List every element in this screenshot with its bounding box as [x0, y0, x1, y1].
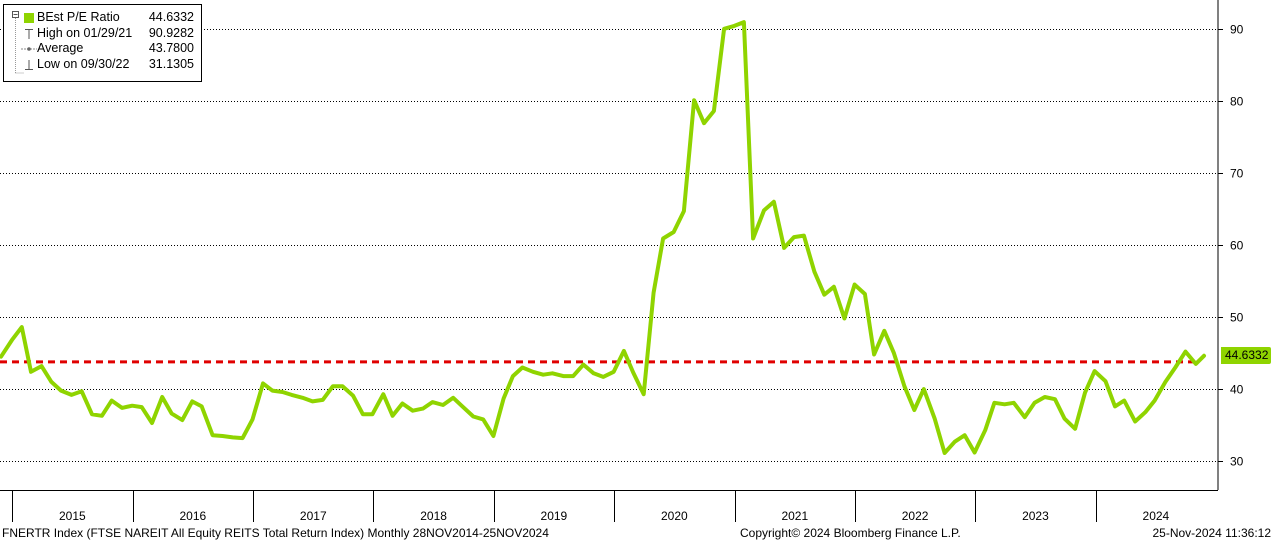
- legend-series-row: BEst P/E Ratio 44.6332: [4, 10, 201, 26]
- footer-source: FNERTR Index (FTSE NAREIT All Equity REI…: [2, 526, 549, 540]
- x-tick-label-2017: 2017: [300, 509, 327, 523]
- x-tick-label-2015: 2015: [59, 509, 86, 523]
- legend-series-label: BEst P/E Ratio: [37, 10, 120, 24]
- x-tick-label-2023: 2023: [1022, 509, 1049, 523]
- y-axis: 30 40 50 60 70 80 90: [1217, 0, 1244, 490]
- x-tick-label-2019: 2019: [541, 509, 568, 523]
- gridlines: [0, 29, 1218, 462]
- y-tick-label-40: 40: [1230, 383, 1244, 397]
- y-tick-label-60: 60: [1230, 239, 1244, 253]
- x-tick-label-2020: 2020: [661, 509, 688, 523]
- x-axis: 2015 2016 2017 2018 2019 2020 2021 2022 2023 2024: [0, 490, 1218, 523]
- y-tick-label-80: 80: [1230, 95, 1244, 109]
- legend-tree-icon: [12, 11, 24, 74]
- average-marker-icon: [21, 47, 37, 51]
- legend-low-label: Low on 09/30/22: [37, 56, 130, 71]
- x-tick-label-2018: 2018: [420, 509, 447, 523]
- y-tick-label-50: 50: [1230, 311, 1244, 325]
- legend-series-value: 44.6332: [148, 10, 194, 24]
- legend-average-label: Average: [37, 41, 84, 55]
- x-tick-label-2024: 2024: [1143, 509, 1170, 523]
- footer-timestamp: 25-Nov-2024 11:36:12: [1152, 526, 1271, 540]
- legend-average-value: 43.7800: [148, 41, 194, 55]
- legend-low-row: Low on 09/30/22 31.1305: [4, 57, 201, 73]
- legend: BEst P/E Ratio 44.6332 High on 01/29/21 …: [3, 4, 202, 82]
- x-tick-label-2016: 2016: [179, 509, 206, 523]
- x-tick-label-2021: 2021: [781, 509, 808, 523]
- y-tick-label-70: 70: [1230, 167, 1244, 181]
- legend-high-label: High on 01/29/21: [37, 25, 133, 40]
- legend-high-row: High on 01/29/21 90.9282: [4, 26, 201, 42]
- y-tick-label-30: 30: [1230, 455, 1244, 469]
- high-marker-icon: [25, 28, 33, 39]
- last-value-tag: 44.6332: [1221, 346, 1272, 364]
- legend-high-value: 90.9282: [148, 25, 194, 40]
- low-marker-icon: [25, 59, 33, 70]
- series-layer: [0, 20, 1206, 455]
- series-color-swatch: [24, 13, 34, 23]
- y-tick-label-90: 90: [1230, 23, 1244, 37]
- legend-average-row: Average 43.7800: [4, 41, 201, 57]
- x-tick-label-2022: 2022: [902, 509, 929, 523]
- legend-low-value: 31.1305: [148, 56, 194, 71]
- series-line-0: [0, 20, 1206, 455]
- footer-copyright: Copyright© 2024 Bloomberg Finance L.P.: [740, 526, 961, 540]
